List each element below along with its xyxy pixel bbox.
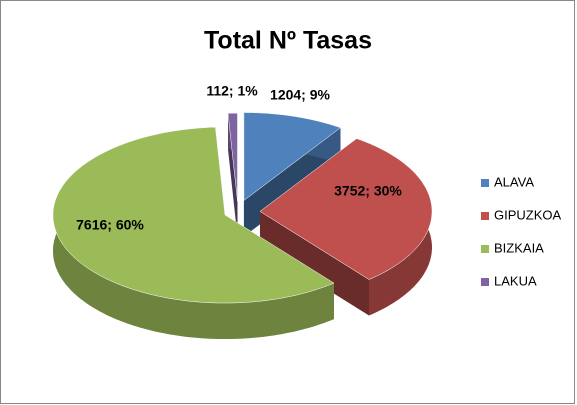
slice <box>243 112 342 202</box>
legend: ALAVA GIPUZKOA BIZKAIA LAKUA <box>481 174 562 288</box>
data-label: 3752; 30% <box>334 183 402 199</box>
legend-swatch <box>481 179 489 187</box>
slice <box>227 112 238 202</box>
legend-label: LAKUA <box>494 273 537 288</box>
slice-radial-wall <box>260 211 369 316</box>
data-label: 7616; 60% <box>76 217 144 233</box>
legend-swatch <box>481 212 489 220</box>
slice <box>259 138 433 280</box>
chart-title: Total Nº Tasas <box>204 27 372 55</box>
data-label: 112; 1% <box>206 83 258 99</box>
legend-label: ALAVA <box>494 174 534 189</box>
data-label: 1204; 9% <box>270 87 330 103</box>
legend-label: GIPUZKOA <box>494 207 562 222</box>
legend-swatch <box>481 245 489 253</box>
data-labels: 1204; 9% 3752; 30% 7616; 60% 112; 1% <box>76 83 402 233</box>
legend-label: BIZKAIA <box>494 240 544 255</box>
slice <box>52 126 335 304</box>
legend-swatch <box>481 278 489 286</box>
pie-tops <box>52 112 433 304</box>
